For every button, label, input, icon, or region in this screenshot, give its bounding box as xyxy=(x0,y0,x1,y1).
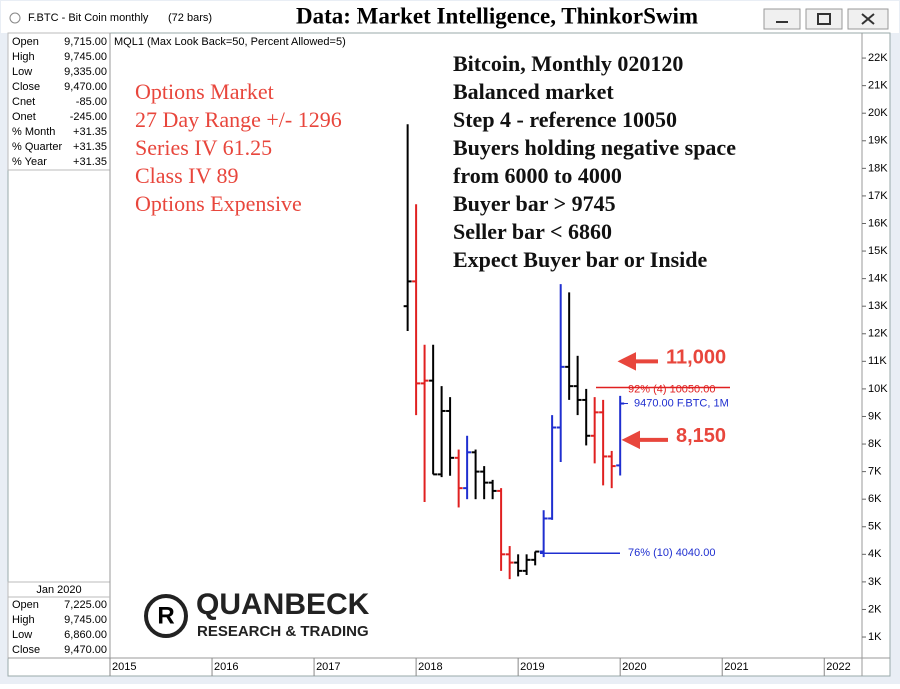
y-tick-label: 18K xyxy=(868,162,888,174)
note-left: Series IV 61.25 xyxy=(135,135,272,160)
y-tick-label: 12K xyxy=(868,328,888,340)
note-left: 27 Day Range +/- 1296 xyxy=(135,107,342,132)
note-right: Buyer bar > 9745 xyxy=(453,191,616,216)
y-tick-label: 4K xyxy=(868,548,882,560)
x-tick-label: 2022 xyxy=(826,661,850,673)
logo-name: QUANBECK xyxy=(196,588,370,621)
bar-panel-value: 7,225.00 xyxy=(64,599,107,611)
y-tick-label: 19K xyxy=(868,135,888,147)
note-right: Expect Buyer bar or Inside xyxy=(453,247,707,272)
info-value: 9,335.00 xyxy=(64,66,107,78)
info-value: 9,745.00 xyxy=(64,51,107,63)
level-label: 92% (4) 10050.00 xyxy=(628,383,715,395)
note-left: Options Market xyxy=(135,79,274,104)
x-tick-label: 2015 xyxy=(112,661,136,673)
y-tick-label: 9K xyxy=(868,410,882,422)
note-right: Buyers holding negative space xyxy=(453,135,736,160)
logo-tagline: RESEARCH & TRADING xyxy=(197,623,369,640)
info-label: Open xyxy=(12,36,39,48)
y-tick-label: 21K xyxy=(868,80,888,92)
y-tick-label: 7K xyxy=(868,466,882,478)
maximize-button[interactable] xyxy=(805,8,843,30)
minimize-button[interactable] xyxy=(763,8,801,30)
info-label: % Year xyxy=(12,156,47,168)
note-left: Options Expensive xyxy=(135,191,302,216)
note-right: Balanced market xyxy=(453,79,614,104)
y-tick-label: 3K xyxy=(868,576,882,588)
y-tick-label: 17K xyxy=(868,190,888,202)
info-value: +31.35 xyxy=(73,156,107,168)
icon xyxy=(861,13,875,25)
y-tick-label: 2K xyxy=(868,603,882,615)
y-tick-label: 20K xyxy=(868,107,888,119)
bar-count: (72 bars) xyxy=(168,12,212,24)
info-value: -245.00 xyxy=(70,111,107,123)
logo-icon xyxy=(144,594,188,638)
note-right: Bitcoin, Monthly 020120 xyxy=(453,51,683,76)
info-value: 9,715.00 xyxy=(64,36,107,48)
y-tick-label: 15K xyxy=(868,245,888,257)
bar-panel-label: Open xyxy=(12,599,39,611)
window-icon xyxy=(9,12,21,24)
info-value: +31.35 xyxy=(73,126,107,138)
y-tick-label: 1K xyxy=(868,631,882,643)
y-tick-label: 22K xyxy=(868,52,888,64)
info-label: High xyxy=(12,51,35,63)
info-value: +31.35 xyxy=(73,141,107,153)
callout-arrow xyxy=(617,352,658,371)
note-left: Class IV 89 xyxy=(135,163,239,188)
study-label: MQL1 (Max Look Back=50, Percent Allowed=… xyxy=(114,36,346,48)
info-value: -85.00 xyxy=(76,96,107,108)
x-tick-label: 2019 xyxy=(520,661,544,673)
note-right: from 6000 to 4000 xyxy=(453,163,622,188)
bar-panel-value: 9,470.00 xyxy=(64,644,107,656)
bar-panel-label: Low xyxy=(12,629,32,641)
y-tick-label: 5K xyxy=(868,521,882,533)
bar-panel-label: High xyxy=(12,614,35,626)
info-panel xyxy=(7,32,111,171)
info-value: 9,470.00 xyxy=(64,81,107,93)
y-tick-label: 8K xyxy=(868,438,882,450)
bar-panel-value: 9,745.00 xyxy=(64,614,107,626)
info-label: % Quarter xyxy=(12,141,62,153)
bar-panel-value: 6,860.00 xyxy=(64,629,107,641)
level-label: 9470.00 F.BTC, 1M xyxy=(634,397,729,409)
callout-label: 8,150 xyxy=(676,425,726,447)
info-label: % Month xyxy=(12,126,55,138)
logo-letter: R xyxy=(157,602,174,629)
y-tick-label: 16K xyxy=(868,217,888,229)
x-tick-label: 2017 xyxy=(316,661,340,673)
bar-panel-label: Close xyxy=(12,644,40,656)
info-label: Close xyxy=(12,81,40,93)
y-tick-label: 6K xyxy=(868,493,882,505)
heading: Data: Market Intelligence, ThinkorSwim xyxy=(296,3,698,28)
callout-arrow xyxy=(621,430,668,450)
callout-label: 11,000 xyxy=(666,347,726,369)
info-label: Onet xyxy=(12,111,36,123)
x-tick-label: 2021 xyxy=(724,661,748,673)
y-tick-label: 14K xyxy=(868,273,888,285)
chart-area xyxy=(7,32,891,677)
note-right: Step 4 - reference 10050 xyxy=(453,107,677,132)
x-tick-label: 2018 xyxy=(418,661,442,673)
info-label: Cnet xyxy=(12,96,35,108)
x-tick-label: 2020 xyxy=(622,661,646,673)
y-tick-label: 10K xyxy=(868,383,888,395)
window-buttons xyxy=(763,8,889,30)
x-tick-label: 2016 xyxy=(214,661,238,673)
icon xyxy=(817,13,831,25)
logo: R QUANBECK RESEARCH & TRADING xyxy=(144,588,370,640)
y-tick-label: 13K xyxy=(868,300,888,312)
window-title: F.BTC - Bit Coin monthly xyxy=(28,12,149,24)
y-tick-label: 11K xyxy=(868,355,887,367)
info-label: Low xyxy=(12,66,32,78)
note-right: Seller bar < 6860 xyxy=(453,219,612,244)
title-bar xyxy=(1,1,899,33)
bar-panel-title: Jan 2020 xyxy=(36,584,81,596)
level-label: 76% (10) 4040.00 xyxy=(628,547,715,559)
